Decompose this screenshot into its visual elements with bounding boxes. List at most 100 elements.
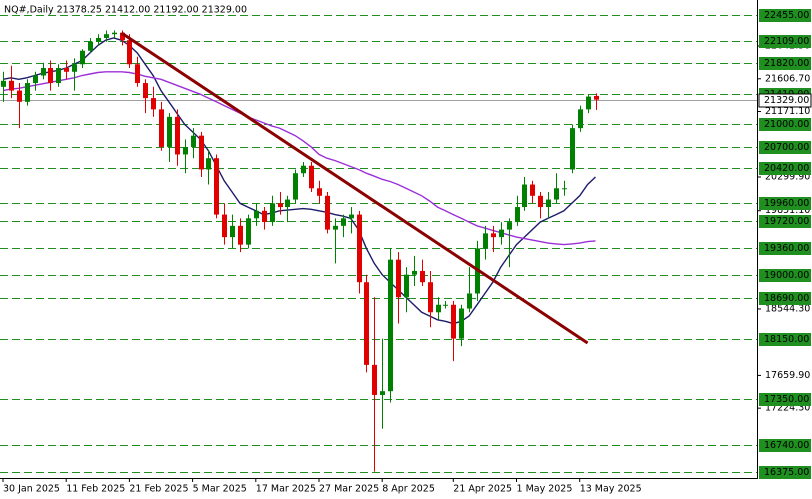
candle-body	[364, 282, 369, 365]
chart-title: NQ#,Daily 21378.25 21412.00 21192.00 213…	[4, 5, 247, 16]
candle-body	[56, 68, 61, 84]
level-label: 17350.00	[764, 394, 809, 405]
candle-body	[309, 165, 314, 189]
candle-body	[270, 203, 275, 223]
candle-body	[159, 109, 164, 147]
candle-body	[151, 98, 156, 110]
level-label: 22109.00	[764, 36, 809, 47]
candle-body	[230, 225, 235, 238]
candle-body	[88, 41, 93, 51]
candle-body	[333, 225, 338, 230]
candle-body	[17, 90, 22, 102]
candle-body	[222, 214, 227, 238]
candle-body	[515, 207, 520, 223]
level-label: 19000.00	[764, 270, 809, 281]
candle-body	[135, 64, 140, 84]
level-label-box	[759, 197, 811, 210]
price-label: 21329.00	[764, 95, 809, 106]
level-label: 21000.00	[764, 119, 809, 130]
candle-body	[546, 199, 551, 208]
level-label-box	[759, 333, 811, 346]
plot-layer	[1, 30, 599, 472]
candle-body	[396, 259, 401, 298]
candle-body	[48, 68, 53, 84]
candle-body	[254, 210, 259, 219]
level-label: 19360.00	[764, 243, 809, 254]
candle-body	[507, 222, 512, 230]
candle-body	[357, 214, 362, 283]
candle-body	[120, 32, 125, 41]
level-label-box	[759, 118, 811, 131]
candle-body	[530, 184, 535, 196]
level-label: 16375.00	[764, 467, 809, 478]
x-tick-label: 17 Mar 2025	[256, 484, 316, 495]
level-label-box	[759, 269, 811, 282]
level-label: 21820.00	[764, 58, 809, 69]
x-tick-label: 1 May 2025	[517, 484, 573, 495]
candle-body	[522, 184, 527, 208]
candle-body	[127, 40, 132, 65]
x-tick-label: 5 Mar 2025	[193, 484, 247, 495]
level-label-box	[759, 292, 811, 305]
candle-body	[199, 135, 204, 170]
level-label-box	[759, 35, 811, 48]
y-tick-label: 19851.10	[765, 205, 810, 216]
moving-average	[2, 71, 596, 246]
candle-body	[278, 203, 283, 208]
candle-body	[483, 233, 488, 249]
x-tick-label: 13 May 2025	[580, 484, 642, 495]
candle-body	[112, 32, 117, 35]
candle-body	[191, 135, 196, 147]
candle-body	[104, 34, 109, 38]
x-tick-label: 21 Feb 2025	[129, 484, 188, 495]
level-label-box	[759, 9, 811, 22]
y-tick-label: 20299.90	[765, 172, 810, 183]
level-label-box	[759, 162, 811, 175]
level-label: 19720.00	[764, 216, 809, 227]
candle-body	[25, 83, 30, 102]
level-label-box	[759, 466, 811, 479]
y-tick-label: 17659.90	[765, 370, 810, 381]
candle-body	[301, 165, 306, 174]
level-label: 18150.00	[764, 334, 809, 345]
level-label: 18690.00	[764, 293, 809, 304]
candle-body	[262, 210, 267, 223]
candle-body	[554, 188, 559, 200]
candle-body	[372, 364, 377, 395]
x-tick-label: 8 Apr 2025	[382, 484, 435, 495]
candle-body	[64, 68, 69, 72]
axis-layer: 22042.5021606.7021171.1020299.9019851.10…	[2, 9, 812, 495]
candle-body	[404, 274, 409, 298]
y-tick-label: 21606.70	[765, 73, 810, 84]
candle-body	[72, 64, 77, 72]
level-label-box	[759, 141, 811, 154]
x-tick-label: 11 Feb 2025	[66, 484, 125, 495]
candle-body	[80, 50, 85, 65]
candle-body	[428, 282, 433, 313]
candle-body	[285, 199, 290, 208]
trendline	[120, 31, 589, 345]
level-label: 22455.00	[764, 10, 809, 21]
candle-body	[96, 37, 101, 42]
candle-body	[349, 214, 354, 219]
candle-body	[451, 304, 456, 339]
y-tick-label: 18544.30	[765, 303, 810, 314]
candle-body	[183, 146, 188, 155]
candle-body	[167, 116, 172, 147]
price-label-box	[758, 93, 812, 108]
x-tick-label: 27 Mar 2025	[319, 484, 379, 495]
level-label: 19960.00	[764, 198, 809, 209]
candle-body	[293, 173, 298, 200]
level-label-box	[759, 57, 811, 70]
candle-body	[33, 75, 38, 84]
candle-body	[9, 80, 14, 91]
candle-body	[570, 128, 575, 170]
level-label-box	[759, 439, 811, 452]
candle-body	[341, 218, 346, 226]
candle-body	[594, 95, 599, 100]
candle-body	[538, 195, 543, 208]
candle-body	[175, 116, 180, 155]
